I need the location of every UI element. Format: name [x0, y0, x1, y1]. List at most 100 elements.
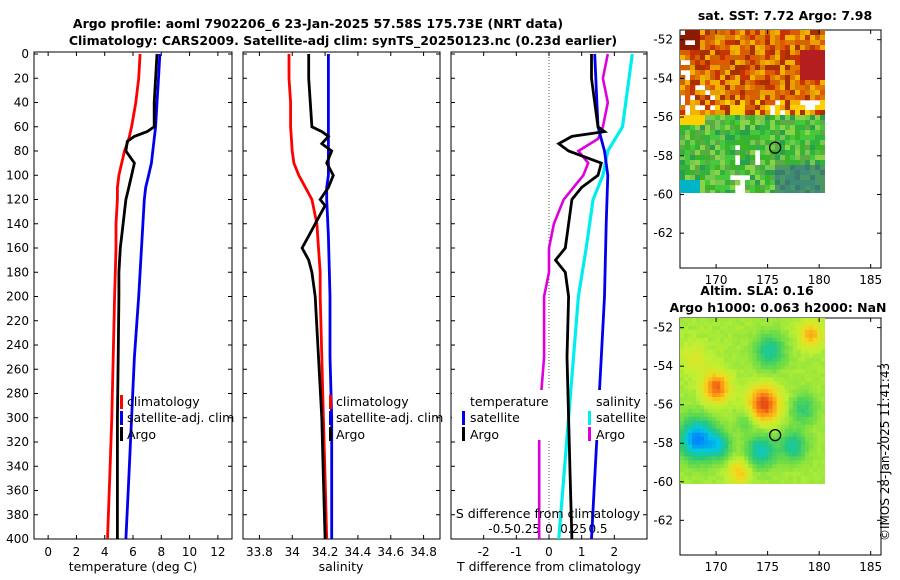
sla-cell	[708, 341, 713, 346]
sla-cell	[816, 397, 822, 402]
sst-cell	[690, 65, 696, 71]
sst-cell	[755, 170, 761, 176]
sst-cell	[700, 160, 706, 166]
sst-cell	[760, 105, 766, 111]
sst-cell	[815, 185, 821, 191]
sal-xtick-label: 34.6	[377, 545, 404, 559]
sla-cell	[792, 412, 798, 418]
sla-cell	[680, 436, 685, 441]
sst-cell	[805, 70, 811, 76]
sla-cell	[716, 416, 721, 422]
sst-cell	[720, 145, 726, 151]
sst-cell	[715, 155, 721, 161]
sla-cell	[812, 381, 818, 386]
sla-cell	[820, 377, 825, 382]
sst-cell	[715, 175, 721, 181]
sla-cell	[748, 361, 753, 366]
sla-cell	[764, 377, 769, 382]
sst-cell	[800, 130, 806, 136]
sla-cell	[780, 428, 786, 433]
sst-cell	[775, 90, 781, 96]
sst-cell	[680, 110, 686, 116]
legend-swatch-argo-t	[462, 427, 465, 441]
sst-cell	[775, 130, 781, 136]
sla-cell	[772, 464, 777, 469]
sla-cell	[720, 452, 725, 457]
sla-cell	[816, 393, 822, 398]
sst-cell	[820, 120, 825, 126]
sst-cell	[795, 155, 801, 161]
map-xtick-label: 175	[756, 560, 779, 574]
sla-cell	[788, 460, 794, 465]
sla-cell	[692, 397, 697, 402]
sst-cell	[685, 65, 691, 71]
sla-cell	[820, 440, 825, 445]
sst-cell	[765, 55, 771, 61]
sla-cell	[788, 345, 794, 350]
sst-cell	[710, 190, 716, 193]
sla-cell	[744, 416, 749, 422]
sla-cell	[792, 420, 798, 426]
sla-cell	[708, 416, 713, 422]
sla-cell	[700, 321, 705, 327]
sst-cell	[695, 45, 701, 51]
sla-cell	[688, 440, 693, 445]
sst-cell	[805, 160, 811, 166]
temp-xtick-label: 8	[157, 545, 165, 559]
sst-cell	[710, 80, 716, 86]
sla-cell	[816, 476, 822, 481]
sla-cell	[724, 381, 729, 386]
sst-cell	[790, 40, 796, 46]
sst-cell	[815, 150, 821, 156]
sst-cell	[745, 170, 751, 176]
sst-cell	[790, 190, 796, 193]
sst-cell	[790, 165, 796, 171]
sst-cell	[750, 90, 756, 96]
sst-cell	[740, 165, 746, 171]
sla-cell	[724, 318, 729, 323]
sal-xtick-label: 34.2	[312, 545, 339, 559]
sla-cell	[820, 416, 825, 422]
sla-cell	[684, 393, 689, 398]
sla-cell	[748, 333, 753, 339]
legend-satellite-s: satellite	[596, 410, 646, 425]
sla-cell	[688, 377, 693, 382]
sla-cell	[764, 349, 769, 354]
sla-cell	[708, 365, 713, 370]
sla-cell	[696, 365, 701, 370]
sla-cell	[788, 365, 794, 370]
sst-cell	[705, 65, 711, 71]
sla-cell	[728, 377, 733, 382]
sst-cell	[780, 85, 786, 91]
sst-cell	[705, 165, 711, 171]
sst-cell	[770, 190, 776, 193]
sst-cell	[820, 175, 825, 181]
sla-cell	[736, 424, 741, 429]
sla-cell	[792, 456, 798, 461]
sst-cell	[790, 75, 796, 81]
sst-cell	[710, 145, 716, 151]
sst-cell	[755, 110, 761, 116]
sla-cell	[712, 452, 717, 457]
sst-cell	[780, 140, 786, 146]
sst-cell	[685, 30, 691, 36]
sla-cell	[816, 345, 822, 350]
sst-cell	[690, 125, 696, 131]
sla-cell	[808, 325, 814, 331]
sla-cell	[732, 349, 737, 354]
sla-cell	[688, 393, 693, 398]
sla-cell	[772, 456, 777, 461]
sla-cell	[776, 361, 781, 366]
sla-cell	[752, 452, 757, 457]
sla-cell	[800, 381, 806, 386]
sla-cell	[784, 341, 790, 346]
sla-cell	[812, 385, 818, 390]
sla-cell	[792, 436, 798, 441]
sla-cell	[760, 452, 765, 457]
sst-cell	[690, 85, 696, 91]
sst-cell	[700, 185, 706, 191]
sla-cell	[760, 440, 765, 445]
sla-cell	[812, 472, 818, 477]
sla-cell	[820, 432, 825, 437]
sla-cell	[708, 440, 713, 445]
